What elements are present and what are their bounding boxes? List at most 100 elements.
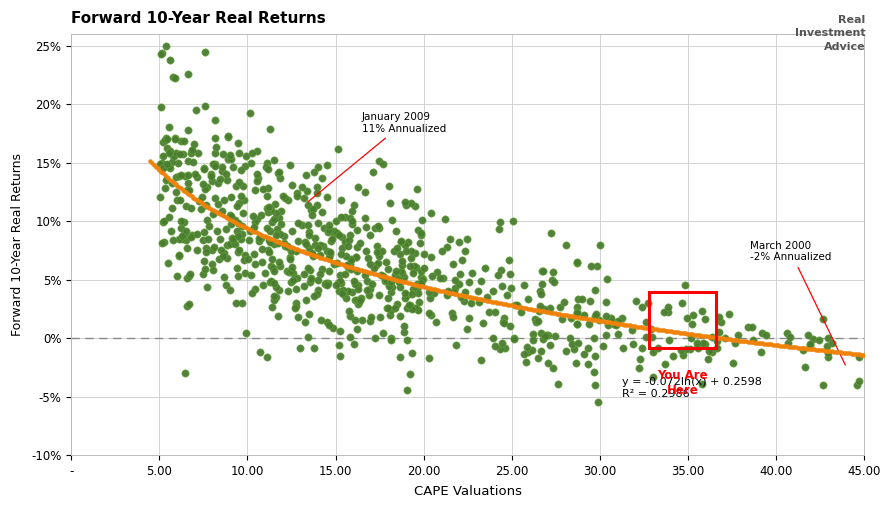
Point [304,249,318,257]
Point [167,152,181,160]
Point [577,350,591,358]
Point [155,152,169,160]
Point [383,310,397,319]
Point [375,247,389,255]
Point [397,322,411,330]
Point [381,304,395,312]
Point [347,340,361,348]
Point [196,165,211,173]
Point [285,269,300,277]
Point [457,297,471,305]
Point [534,347,549,355]
Point [277,242,292,250]
Point [234,192,248,200]
Point [196,180,211,188]
Point [404,302,418,310]
Point [327,261,342,269]
Point [208,116,222,124]
Point [599,331,613,340]
Point [159,176,173,184]
Point [343,333,358,342]
Point [291,219,305,228]
Point [402,301,417,309]
Point [541,331,556,339]
Point [611,330,625,338]
Point [208,150,222,158]
Point [178,369,192,377]
Point [678,281,692,289]
Point [336,286,351,294]
Point [235,182,250,190]
Point [235,299,249,307]
Point [206,266,220,274]
Point [852,353,866,361]
Point [455,256,469,264]
Point [243,108,257,117]
Point [608,320,623,328]
Point [491,225,506,233]
Point [360,277,375,286]
Point [161,160,175,168]
Point [205,245,219,253]
Point [310,290,324,298]
Point [323,250,337,258]
Point [197,257,211,265]
Point [317,242,331,250]
Point [569,303,583,311]
Point [156,164,170,172]
Point [351,227,365,235]
Point [718,334,732,342]
Point [372,224,386,232]
Point [385,216,400,224]
Point [569,320,583,328]
Point [492,345,507,353]
Point [204,170,219,178]
Point [322,221,336,230]
Point [333,352,347,360]
Point [277,194,292,202]
Point [190,173,204,181]
Point [181,70,195,78]
Point [180,244,194,252]
Point [368,223,383,232]
Point [311,219,326,227]
Point [320,160,334,168]
Point [436,274,450,282]
Point [451,238,466,246]
Point [518,358,533,366]
Point [180,171,194,179]
Point [710,344,724,352]
Point [329,259,343,267]
Point [698,315,712,323]
Point [241,256,255,264]
Point [460,235,475,243]
Point [283,253,297,262]
Point [570,307,584,316]
Point [525,346,540,354]
Point [379,258,393,266]
Point [328,229,343,237]
Point [448,276,462,284]
Point [416,275,430,283]
Point [248,285,262,293]
Point [424,310,438,319]
Point [391,275,405,283]
Point [754,348,768,356]
Text: March 2000
-2% Annualized: March 2000 -2% Annualized [749,241,846,365]
Point [384,288,398,296]
Point [686,311,700,319]
Point [201,183,215,191]
Point [440,243,454,251]
Point [657,308,671,317]
Point [153,160,167,168]
Point [480,293,494,301]
Point [542,341,557,349]
Point [201,235,215,243]
Point [635,302,649,310]
Point [588,286,602,294]
Point [425,272,439,280]
Point [262,203,277,211]
Point [401,238,415,246]
Point [569,358,583,366]
Point [191,149,205,157]
